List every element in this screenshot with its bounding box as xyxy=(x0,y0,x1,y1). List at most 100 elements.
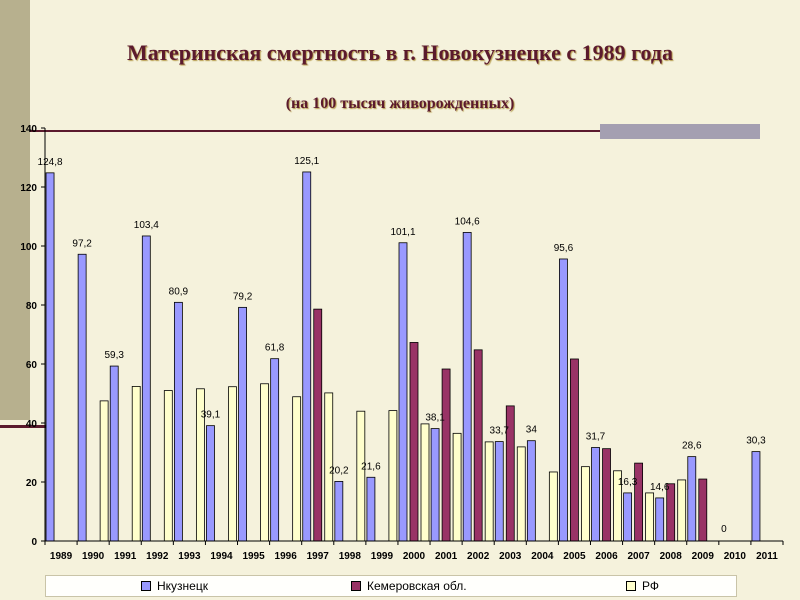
legend-swatch xyxy=(626,581,636,591)
x-tick-label: 2006 xyxy=(595,551,618,562)
bar-kemerovo-2005 xyxy=(570,358,579,542)
bar-novokuznetsk-2004 xyxy=(526,440,536,542)
x-tick-label: 1999 xyxy=(371,551,394,562)
data-label: 124,8 xyxy=(38,157,63,168)
legend-label: РФ xyxy=(642,579,659,593)
bar-kemerovo-2002 xyxy=(473,349,483,542)
chart-subtitle: (на 100 тысяч живорожденных) xyxy=(285,95,515,112)
data-label: 28,6 xyxy=(682,441,702,452)
bar-novokuznetsk-1992 xyxy=(141,235,151,542)
x-tick-label: 1994 xyxy=(210,551,233,562)
bar-novokuznetsk-1990 xyxy=(77,253,87,542)
bar-kemerovo-2009 xyxy=(698,478,708,542)
data-label: 20,2 xyxy=(329,465,349,476)
bar-rf-2001 xyxy=(452,432,462,542)
x-tick-label: 2007 xyxy=(627,551,650,562)
chart-title: Материнская смертность в г. Новокузнецке… xyxy=(126,40,674,65)
data-label: 95,6 xyxy=(554,243,574,254)
bar-rf-2005 xyxy=(581,466,590,542)
data-label: 38,1 xyxy=(425,413,445,424)
x-tick-label: 1997 xyxy=(307,551,330,562)
bar-rf-1995 xyxy=(260,383,269,542)
bar-novokuznetsk-2008 xyxy=(655,497,665,542)
axes-group: 0 20 40 60 80 100 120 140 1989 1990 1991 1992 1993 19… xyxy=(20,124,784,562)
bar-kemerovo-2000 xyxy=(409,342,419,542)
data-label: 30,3 xyxy=(746,436,766,447)
x-tick-label: 2004 xyxy=(531,551,554,562)
bar-novokuznetsk-2005 xyxy=(559,258,568,542)
data-label: 101,1 xyxy=(390,227,415,238)
bar-rf-1991 xyxy=(131,386,141,542)
x-tick-label: 1991 xyxy=(114,551,137,562)
x-tick-label: 1998 xyxy=(339,551,362,562)
x-tick-label: 1993 xyxy=(178,551,201,562)
legend-item-kemerovo: Кемеровская обл. xyxy=(351,579,467,593)
bar-rf-1992 xyxy=(163,390,173,542)
bar-novokuznetsk-2011 xyxy=(751,451,761,542)
y-tick-label: 40 xyxy=(26,419,38,430)
data-label: 21,6 xyxy=(361,461,381,472)
data-label: 80,9 xyxy=(169,286,189,297)
bar-rf-2007 xyxy=(645,492,655,542)
y-tick-label: 60 xyxy=(26,360,38,371)
bar-rf-2000 xyxy=(420,423,430,542)
bar-novokuznetsk-1999 xyxy=(366,476,376,542)
bar-novokuznetsk-1989 xyxy=(45,172,55,542)
bar-rf-2004 xyxy=(548,471,558,542)
data-label: 97,2 xyxy=(72,238,92,249)
bar-novokuznetsk-1994 xyxy=(206,425,215,542)
x-tick-label: 1990 xyxy=(82,551,105,562)
legend-item-rf: РФ xyxy=(626,579,659,593)
data-label: 14,6 xyxy=(650,482,670,493)
y-tick-label: 0 xyxy=(31,537,37,548)
bar-novokuznetsk-1997 xyxy=(302,171,312,542)
data-label: 31,7 xyxy=(586,431,606,442)
data-label: 39,1 xyxy=(201,410,221,421)
decorative-gray-rectangle xyxy=(600,124,760,139)
bar-novokuznetsk-1996 xyxy=(270,358,280,542)
x-tick-label: 2000 xyxy=(403,551,426,562)
bar-novokuznetsk-2006 xyxy=(591,447,600,542)
bar-novokuznetsk-2007 xyxy=(623,492,633,542)
x-tick-label: 1989 xyxy=(50,551,73,562)
legend-swatch xyxy=(141,581,151,591)
legend-label: Нкузнецк xyxy=(157,579,208,593)
y-tick-label: 80 xyxy=(26,301,38,312)
bar-kemerovo-2006 xyxy=(602,448,611,542)
x-tick-label: 2011 xyxy=(756,551,778,562)
legend-item-novokuznetsk: Нкузнецк xyxy=(141,579,208,593)
decorative-left-line xyxy=(0,425,52,428)
x-tick-label: 2002 xyxy=(467,551,490,562)
bar-novokuznetsk-2003 xyxy=(494,441,504,542)
bar-novokuznetsk-2009 xyxy=(687,456,697,542)
bar-novokuznetsk-2001 xyxy=(430,428,440,542)
data-label: 16,3 xyxy=(618,477,638,488)
bar-rf-1998 xyxy=(356,410,366,542)
bar-novokuznetsk-2000 xyxy=(398,242,408,542)
bar-rf-2002 xyxy=(484,441,494,542)
x-tick-label: 2009 xyxy=(692,551,715,562)
bar-novokuznetsk-1995 xyxy=(238,306,247,542)
data-label: 103,4 xyxy=(134,220,159,231)
legend-label: Кемеровская обл. xyxy=(367,579,467,593)
x-tick-label: 1992 xyxy=(146,551,169,562)
data-label: 33,7 xyxy=(490,426,510,437)
data-label: 125,1 xyxy=(294,156,319,167)
x-tick-label: 1995 xyxy=(242,551,265,562)
bar-kemerovo-1997 xyxy=(313,308,323,542)
data-labels-group: 124,8 97,2 59,3 103,4 80,9 39,1 79,2 61,8 125,1 2… xyxy=(38,156,767,535)
bar-rf-1994 xyxy=(228,386,237,542)
y-tick-label: 20 xyxy=(26,478,38,489)
data-label: 0 xyxy=(721,524,727,535)
decorative-top-line xyxy=(30,130,760,132)
bar-novokuznetsk-2002 xyxy=(462,232,472,542)
x-tick-label: 2003 xyxy=(499,551,522,562)
bar-rf-1990 xyxy=(99,400,109,542)
x-tick-label: 2005 xyxy=(563,551,586,562)
bars-group xyxy=(45,171,761,542)
x-tick-label: 2001 xyxy=(435,551,458,562)
bar-rf-2008 xyxy=(677,479,687,542)
bar-rf-1996 xyxy=(292,396,302,542)
bar-rf-1999 xyxy=(388,410,398,542)
data-label: 61,8 xyxy=(265,343,285,354)
